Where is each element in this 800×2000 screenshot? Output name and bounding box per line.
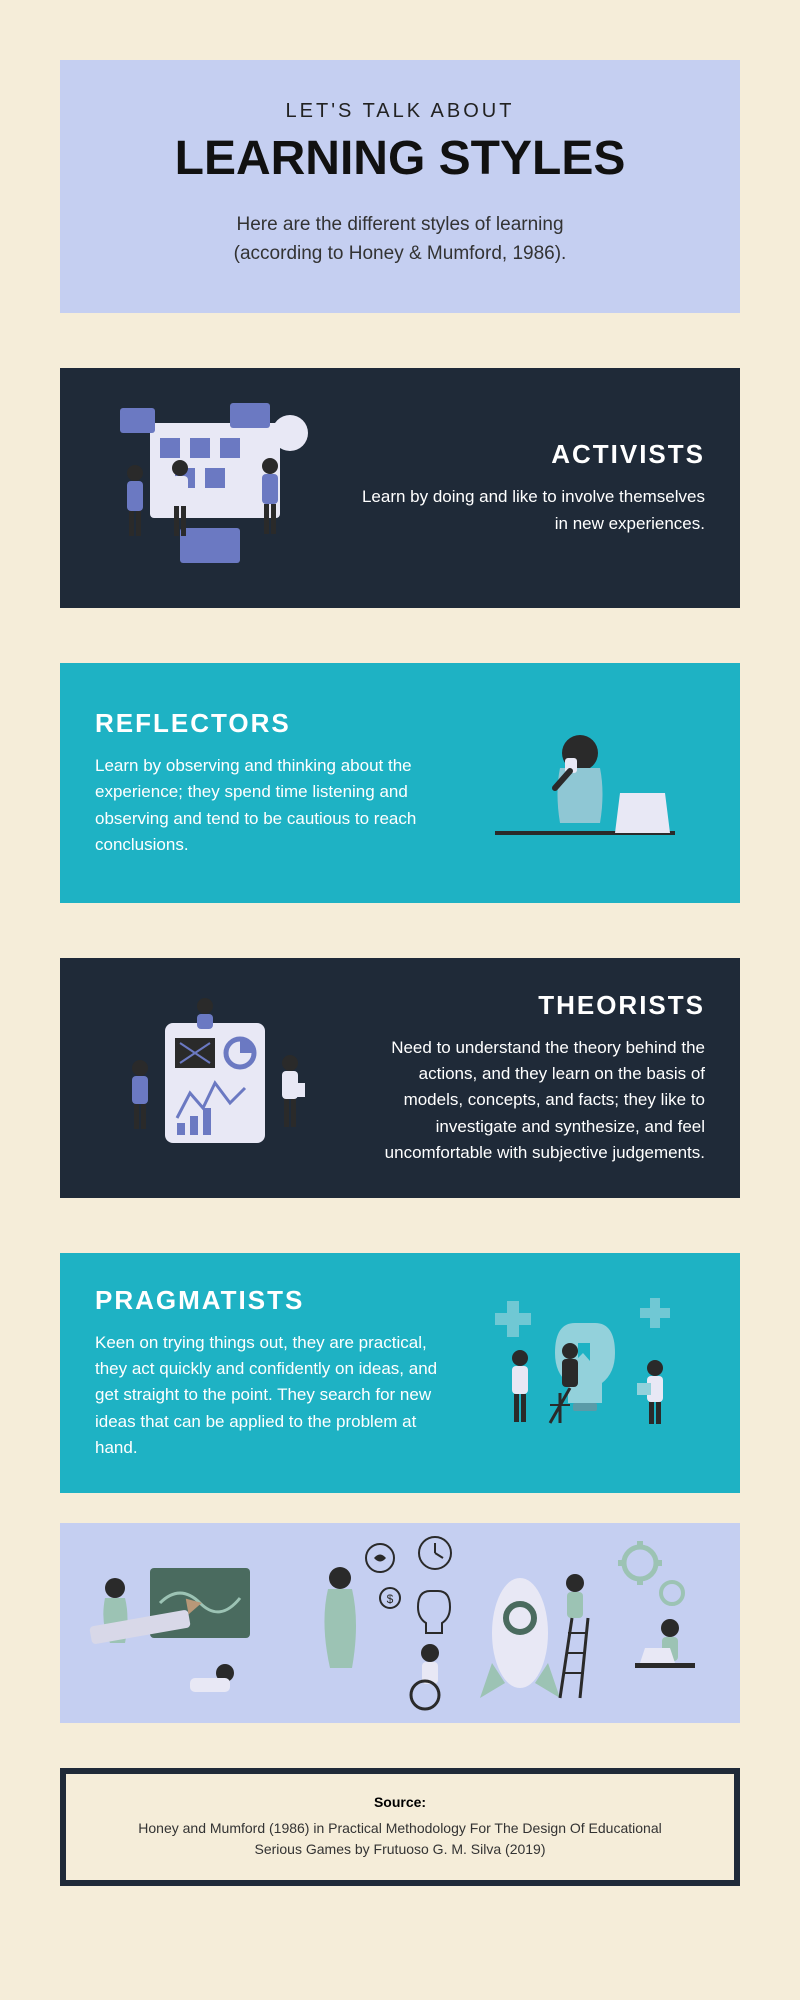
card-reflectors: REFLECTORS Learn by observing and thinki… [60,663,740,903]
reflectors-illustration [465,693,705,873]
pragmatists-illustration [465,1283,705,1463]
subtitle-line1: Here are the different styles of learnin… [236,214,563,235]
card-activists: ACTIVISTS Learn by doing and like to inv… [60,368,740,608]
subtitle-line2: (according to Honey & Mumford, 1986). [234,243,567,264]
title: LEARNING STYLES [90,131,710,186]
source-label: Source: [116,1794,684,1810]
collaboration-banner: $ [60,1523,740,1723]
subtitle: Here are the different styles of learnin… [90,211,710,268]
card-title-pragmatists: PRAGMATISTS [95,1285,440,1316]
source-box: Source: Honey and Mumford (1986) in Prac… [60,1768,740,1886]
card-text-reflectors: Learn by observing and thinking about th… [95,753,440,858]
card-title-activists: ACTIVISTS [360,439,705,470]
card-text-pragmatists: Keen on trying things out, they are prac… [95,1330,440,1462]
card-title-theorists: THEORISTS [360,990,705,1021]
card-theorists: THEORISTS Need to understand the theory … [60,958,740,1198]
theorists-illustration [95,988,335,1168]
activists-illustration [95,398,335,578]
card-text-activists: Learn by doing and like to involve thems… [360,484,705,537]
source-text: Honey and Mumford (1986) in Practical Me… [116,1818,684,1860]
header-card: LET'S TALK ABOUT LEARNING STYLES Here ar… [60,60,740,313]
svg-text:$: $ [387,1592,394,1606]
card-pragmatists: PRAGMATISTS Keen on trying things out, t… [60,1253,740,1493]
card-text-theorists: Need to understand the theory behind the… [360,1035,705,1167]
card-title-reflectors: REFLECTORS [95,708,440,739]
pretitle: LET'S TALK ABOUT [90,100,710,123]
